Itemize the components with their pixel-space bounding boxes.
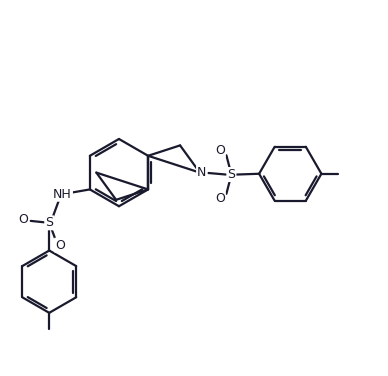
Text: O: O [215,144,225,157]
Text: O: O [18,213,28,226]
Text: O: O [55,239,65,252]
Text: O: O [215,192,225,205]
Text: N: N [197,166,206,179]
Text: S: S [227,168,236,181]
Text: NH: NH [53,188,72,201]
Text: S: S [45,216,53,229]
